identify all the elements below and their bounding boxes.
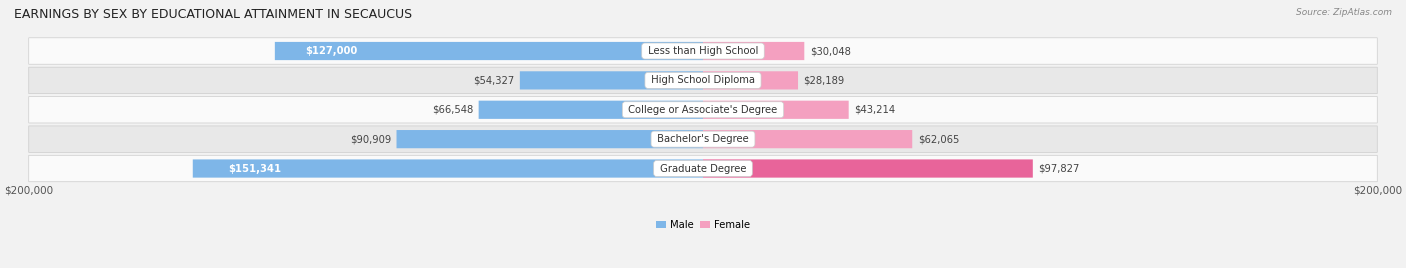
Text: $151,341: $151,341: [229, 163, 281, 173]
Text: $28,189: $28,189: [803, 75, 845, 85]
Text: $90,909: $90,909: [350, 134, 391, 144]
Text: EARNINGS BY SEX BY EDUCATIONAL ATTAINMENT IN SECAUCUS: EARNINGS BY SEX BY EDUCATIONAL ATTAINMEN…: [14, 8, 412, 21]
FancyBboxPatch shape: [28, 96, 1378, 123]
Text: $62,065: $62,065: [918, 134, 959, 144]
FancyBboxPatch shape: [28, 67, 1378, 94]
FancyBboxPatch shape: [478, 101, 703, 119]
Text: High School Diploma: High School Diploma: [648, 75, 758, 85]
Text: $54,327: $54,327: [474, 75, 515, 85]
FancyBboxPatch shape: [703, 159, 1033, 178]
Text: $97,827: $97,827: [1038, 163, 1080, 173]
FancyBboxPatch shape: [703, 130, 912, 148]
FancyBboxPatch shape: [396, 130, 703, 148]
FancyBboxPatch shape: [28, 126, 1378, 152]
Text: Graduate Degree: Graduate Degree: [657, 163, 749, 173]
Text: $127,000: $127,000: [305, 46, 357, 56]
FancyBboxPatch shape: [28, 38, 1378, 64]
Text: $66,548: $66,548: [432, 105, 474, 115]
FancyBboxPatch shape: [703, 42, 804, 60]
FancyBboxPatch shape: [274, 42, 703, 60]
Text: College or Associate's Degree: College or Associate's Degree: [626, 105, 780, 115]
FancyBboxPatch shape: [703, 71, 799, 90]
Text: Bachelor's Degree: Bachelor's Degree: [654, 134, 752, 144]
Legend: Male, Female: Male, Female: [657, 219, 749, 230]
FancyBboxPatch shape: [520, 71, 703, 90]
FancyBboxPatch shape: [193, 159, 703, 178]
FancyBboxPatch shape: [28, 155, 1378, 182]
Text: Less than High School: Less than High School: [645, 46, 761, 56]
FancyBboxPatch shape: [703, 101, 849, 119]
Text: $43,214: $43,214: [853, 105, 896, 115]
Text: $30,048: $30,048: [810, 46, 851, 56]
Text: Source: ZipAtlas.com: Source: ZipAtlas.com: [1296, 8, 1392, 17]
